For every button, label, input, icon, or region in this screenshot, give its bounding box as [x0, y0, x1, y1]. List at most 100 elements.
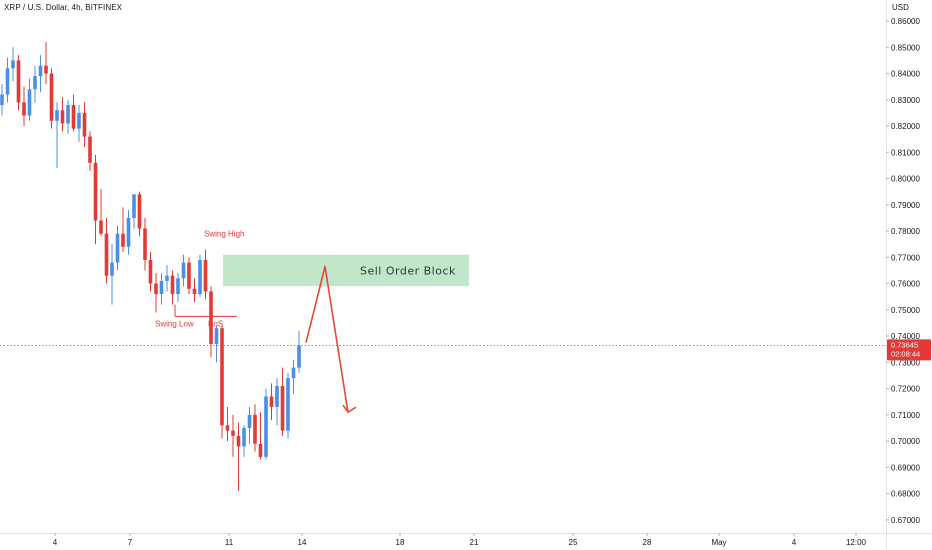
current-price-value: 0.73645	[891, 340, 918, 349]
time-tick-label: 14	[298, 538, 307, 547]
price-tick-label: 0.74000	[891, 332, 920, 341]
candle-body-down	[209, 291, 213, 344]
candle-body-down	[154, 283, 158, 295]
symbol-title: XRP / U.S. Dollar, 4h, BITFINEX	[4, 3, 123, 12]
candle-body-down	[93, 162, 98, 221]
candle-body-down	[16, 60, 21, 103]
price-tick-label: 0.75000	[891, 306, 920, 315]
candle-body-down	[220, 328, 224, 426]
time-tick-label: May	[711, 538, 726, 547]
time-tick-label: 25	[569, 538, 578, 547]
candle-body-up	[38, 65, 43, 77]
projection-arrow-head	[342, 404, 357, 414]
candle-body-up	[159, 280, 164, 295]
candle-body-down	[44, 65, 48, 74]
candle-body-up	[27, 89, 32, 116]
candle-body-up	[214, 328, 219, 344]
price-tick-label: 0.69000	[891, 463, 920, 472]
price-tick-label: 0.85000	[891, 43, 920, 52]
candle-body-down	[143, 228, 147, 260]
price-tick-label: 0.83000	[891, 96, 920, 105]
price-tick-label: 0.70000	[891, 437, 920, 446]
price-tick-label: 0.79000	[891, 201, 920, 210]
candle-body-up	[77, 112, 81, 129]
bos-label: BoS	[208, 319, 223, 328]
time-tick-label: 18	[396, 538, 405, 547]
time-tick-label: 12:00	[846, 538, 867, 547]
candle-body-up	[33, 76, 37, 90]
time-tick-label: 4	[53, 538, 58, 547]
currency-label[interactable]: USD	[892, 3, 909, 12]
candle-body-up	[198, 259, 202, 295]
candle-body-down	[203, 259, 208, 292]
time-tick-label: 4	[792, 538, 797, 547]
candle-body-up	[264, 396, 268, 457]
price-tick-label: 0.80000	[891, 175, 920, 184]
candle-body-down	[269, 396, 274, 407]
candle-body-up	[11, 60, 15, 69]
candle-body-down	[121, 233, 125, 247]
candle-body-up	[275, 385, 279, 407]
price-tick-label: 0.81000	[891, 148, 920, 157]
price-tick-label: 0.84000	[891, 70, 920, 79]
candle-body-down	[22, 102, 26, 116]
candle-body-up	[126, 217, 131, 247]
candle-body-down	[225, 425, 230, 431]
price-tick-label: 0.72000	[891, 385, 920, 394]
time-tick-label: 11	[225, 538, 234, 547]
candle-body-up	[66, 105, 70, 124]
countdown-value: 02:08:44	[891, 349, 920, 358]
candle-body-down	[280, 385, 285, 431]
candle-body-up	[115, 233, 120, 263]
candle-body-up	[165, 275, 169, 281]
price-tick-label: 0.76000	[891, 280, 920, 289]
candle-body-down	[49, 73, 54, 121]
price-tick-label: 0.67000	[891, 516, 920, 525]
price-tick-label: 0.68000	[891, 490, 920, 499]
candle-body-down	[104, 233, 109, 276]
swing-low-label: Swing Low	[155, 319, 194, 328]
time-tick-label: 28	[643, 538, 652, 547]
order-block-layer: Sell Order Block	[223, 254, 469, 287]
candle-body-up	[55, 110, 59, 121]
candle-body-down	[236, 435, 241, 447]
swing-high-label: Swing High	[204, 230, 244, 239]
candle-body-down	[170, 275, 175, 295]
candle-body-up	[297, 345, 301, 368]
price-tick-label: 0.82000	[891, 122, 920, 131]
sell-order-block-label: Sell Order Block	[360, 264, 456, 277]
candle-body-up	[242, 427, 246, 447]
candle-body-up	[181, 262, 186, 279]
candle-body-up	[286, 378, 290, 431]
candle-body-down	[148, 259, 153, 284]
time-tick-label: 7	[128, 538, 133, 547]
candle-body-down	[258, 443, 263, 457]
candle-body-down	[99, 220, 103, 234]
candle-body-down	[71, 105, 76, 129]
candles-layer	[0, 42, 301, 491]
candle-body-up	[110, 262, 114, 276]
current-price-tag	[887, 339, 931, 361]
candle-body-down	[187, 262, 191, 289]
currency-code: USD	[892, 3, 909, 12]
price-tick-label: 0.86000	[891, 17, 920, 26]
projection-arrow-path	[305, 265, 349, 413]
candle-body-down	[82, 112, 87, 137]
candle-body-up	[176, 278, 180, 295]
candle-body-up	[0, 94, 4, 106]
candle-body-up	[291, 367, 296, 379]
candle-body-down	[88, 136, 92, 163]
candle-body-up	[132, 194, 136, 218]
price-tick-label: 0.71000	[891, 411, 920, 420]
candle-body-up	[5, 68, 10, 95]
time-tick-label: 21	[470, 538, 479, 547]
candle-body-down	[253, 414, 257, 444]
candle-body-up	[247, 414, 252, 428]
price-tick-label: 0.78000	[891, 227, 920, 236]
candle-body-down	[231, 430, 235, 436]
sell-order-block-zone	[223, 254, 469, 287]
candle-body-down	[137, 194, 142, 229]
